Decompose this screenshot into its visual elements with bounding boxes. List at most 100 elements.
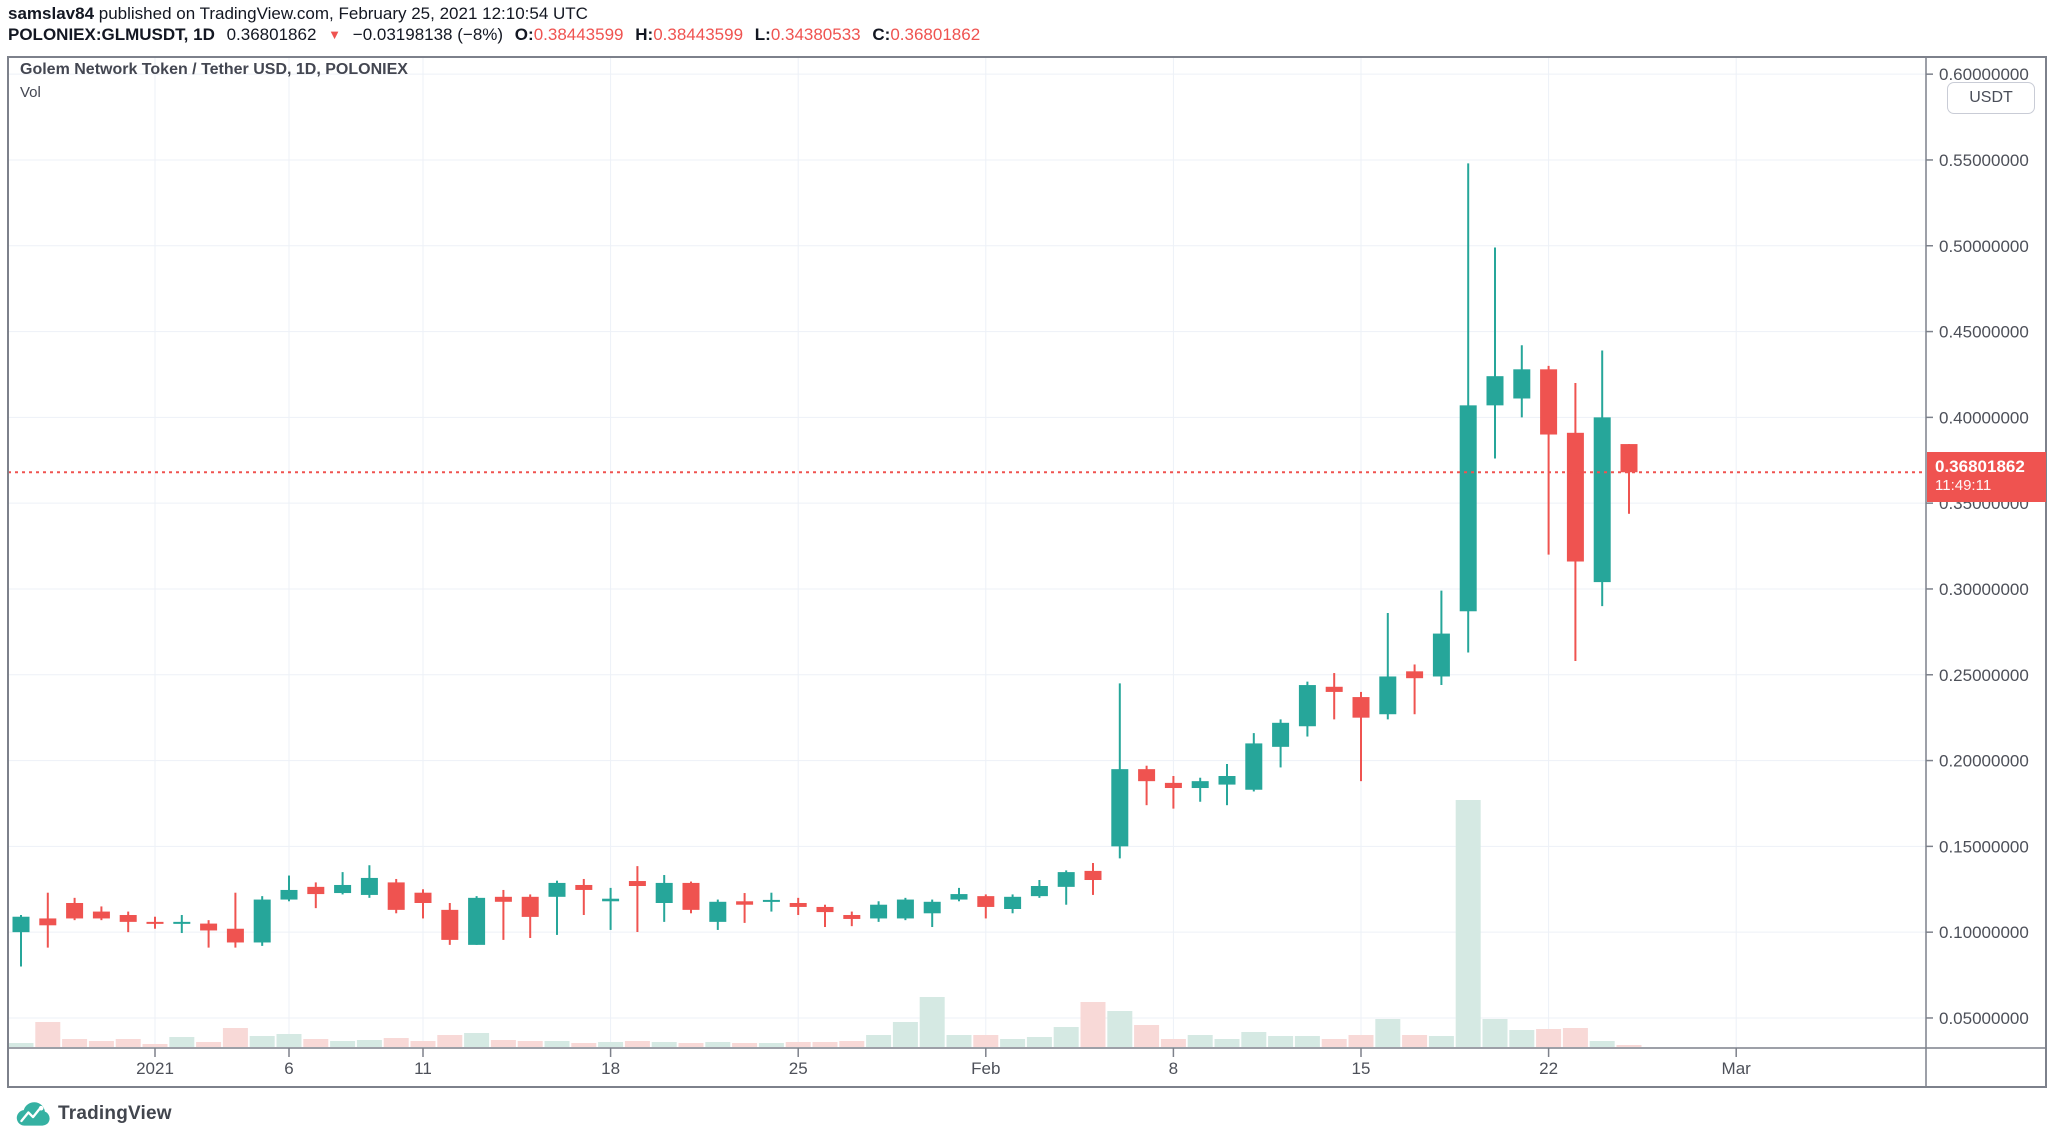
low-value: 0.34380533 [770, 25, 861, 44]
down-arrow-icon: ▼ [328, 27, 342, 42]
volume-bar [1536, 1029, 1562, 1047]
high-value: 0.38443599 [653, 25, 744, 44]
x-axis-tick-label: 15 [1352, 1059, 1371, 1078]
volume-bar [732, 1043, 758, 1047]
candle-body [280, 889, 298, 900]
volume-bar [624, 1041, 650, 1047]
y-axis-tick-label: 0.10000000 [1939, 923, 2029, 942]
volume-bar [973, 1035, 999, 1047]
author-name: samslav84 [8, 4, 95, 23]
x-axis-tick-label: 25 [789, 1059, 808, 1078]
open-label: O: [514, 25, 534, 44]
x-axis-tick-label: Feb [971, 1059, 1000, 1078]
candle-body [39, 918, 57, 926]
volume-bar [249, 1036, 275, 1047]
chart-frame [7, 56, 2047, 1088]
volume-bar [1402, 1035, 1428, 1047]
volume-bar [785, 1042, 811, 1047]
volume-bar [1589, 1041, 1615, 1047]
volume-bar [169, 1037, 195, 1047]
candle-body [655, 882, 673, 903]
volume-bar [464, 1033, 490, 1047]
volume-bar [946, 1035, 972, 1047]
volume-indicator-label: Vol [20, 84, 41, 101]
x-axis-tick-label: 18 [601, 1059, 620, 1078]
y-axis-tick-label: 0.20000000 [1939, 752, 2029, 771]
candle-body [1030, 886, 1048, 897]
y-axis-tick-label: 0.50000000 [1939, 237, 2029, 256]
y-axis-tick-label: 0.30000000 [1939, 580, 2029, 599]
volume-bar [1321, 1039, 1347, 1047]
tradingview-logo[interactable]: TradingView [16, 1100, 172, 1128]
volume-bar [866, 1035, 892, 1047]
open-value: 0.38443599 [533, 25, 624, 44]
last-price-tag-value: 0.36801862 [1935, 457, 2025, 476]
candle-body [1245, 743, 1263, 790]
x-axis-tick-label: 22 [1539, 1059, 1558, 1078]
candle-body [1379, 676, 1397, 715]
candle-body [307, 886, 325, 895]
volume-bar [651, 1042, 677, 1047]
volume-bar [437, 1035, 463, 1047]
y-axis-tick-label: 0.40000000 [1939, 408, 2029, 427]
candle-body [1566, 432, 1584, 562]
candle-body [12, 916, 30, 933]
published-byline: samslav84 published on TradingView.com, … [8, 4, 588, 24]
candle-body [789, 902, 807, 907]
axis-currency-button[interactable]: USDT [1947, 82, 2035, 114]
volume-bar [1187, 1035, 1213, 1047]
candle-body [950, 894, 968, 900]
bar-countdown: 11:49:11 [1935, 477, 1992, 494]
volume-bar [1509, 1030, 1535, 1047]
candle-body [1298, 685, 1316, 727]
y-axis-tick-label: 0.55000000 [1939, 151, 2029, 170]
candle-body [1138, 769, 1156, 782]
volume-bar [222, 1028, 248, 1047]
volume-bar [303, 1039, 329, 1047]
volume-bar [35, 1022, 61, 1047]
candle-body [628, 881, 646, 887]
last-price-tag: 0.36801862 11:49:11 [1927, 452, 2046, 502]
volume-bar [1616, 1045, 1642, 1047]
candle-body [709, 901, 727, 922]
volume-bar [276, 1034, 302, 1047]
symbol-name: POLONIEX:GLMUSDT, 1D [8, 25, 215, 44]
candle-body [736, 901, 754, 905]
candle-body [1406, 671, 1424, 679]
volume-bar [1455, 800, 1481, 1047]
volume-bar [919, 997, 945, 1047]
x-axis-tick-label: 8 [1169, 1059, 1178, 1078]
candle-body [682, 882, 700, 910]
tradingview-cloud-icon [16, 1102, 50, 1126]
candle-body [1325, 686, 1343, 692]
volume-bar [892, 1022, 918, 1047]
y-axis-tick-label: 0.25000000 [1939, 666, 2029, 685]
volume-bar [115, 1039, 141, 1047]
tradingview-logo-text: TradingView [58, 1103, 172, 1124]
x-axis-tick-label: 11 [414, 1059, 432, 1078]
volume-bar [1026, 1037, 1052, 1047]
candle-body [1057, 872, 1075, 887]
volume-bar [330, 1041, 356, 1047]
chart-title: Golem Network Token / Tether USD, 1D, PO… [20, 61, 408, 78]
volume-bar [571, 1043, 597, 1047]
candle-body [762, 899, 780, 902]
candle-body [1513, 369, 1531, 399]
candle-body [334, 884, 352, 894]
volume-bar [705, 1042, 731, 1047]
candle-body [1432, 633, 1450, 677]
volume-bar [598, 1042, 624, 1047]
volume-bar [383, 1038, 409, 1047]
candle-body [521, 896, 539, 917]
candle-body [387, 882, 405, 910]
candle-body [66, 902, 84, 919]
candle-body [1218, 776, 1236, 785]
symbol-status-line: POLONIEX:GLMUSDT, 1D 0.36801862 ▼ −0.031… [8, 25, 980, 46]
high-label: H: [635, 25, 654, 44]
x-axis-tick-label: 6 [284, 1059, 293, 1078]
volume-bar [410, 1041, 436, 1047]
candle-body [226, 928, 244, 943]
candle-body [173, 921, 191, 924]
